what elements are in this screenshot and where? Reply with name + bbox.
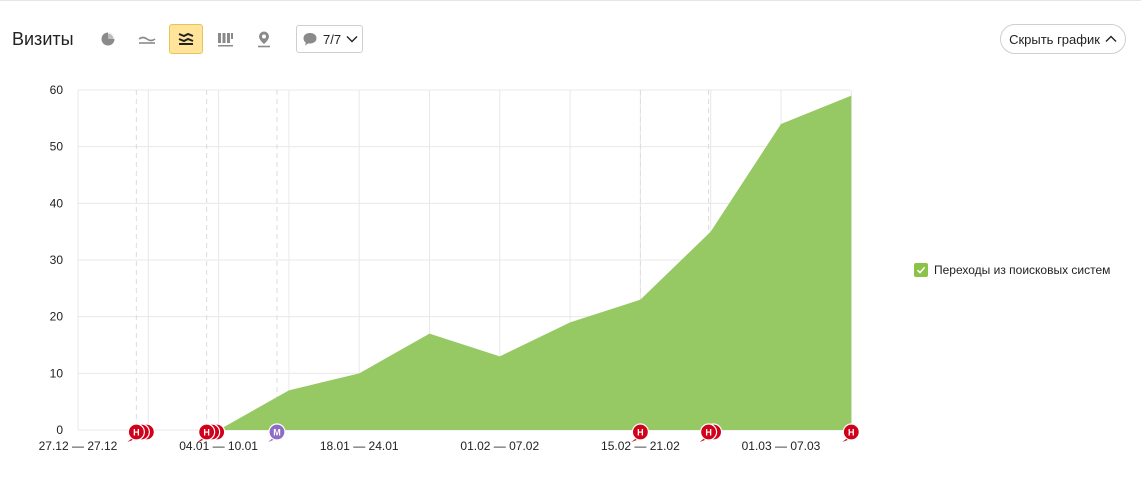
x-tick-label: 15.02 — 21.02 [601, 439, 680, 453]
data-point [849, 94, 853, 98]
annotation-letter: М [273, 428, 281, 438]
annotation-bubble [127, 423, 145, 441]
legend-item[interactable]: Переходы из поисковых систем [914, 263, 1110, 277]
legend-label: Переходы из поисковых систем [934, 263, 1111, 277]
y-tick-label: 50 [50, 140, 64, 154]
chevron-up-icon [1105, 35, 1117, 42]
annotation-letter: Н [705, 428, 712, 438]
top-divider [0, 0, 1141, 1]
line-chart-button[interactable] [130, 24, 164, 54]
pie-chart-button[interactable] [91, 24, 125, 54]
bar-chart-button[interactable] [208, 24, 242, 54]
line-chart-icon [138, 36, 156, 44]
page-title: Визиты [12, 29, 74, 49]
data-point [287, 388, 291, 392]
data-point [709, 230, 713, 234]
y-tick-label: 0 [56, 423, 63, 437]
data-point [638, 298, 642, 302]
x-tick-label: 01.02 — 07.02 [460, 439, 539, 453]
annotation-marker: Н [842, 423, 860, 442]
annotation-letter: Н [203, 428, 210, 438]
chart-series-area [76, 94, 853, 432]
annotation-bubble [842, 423, 860, 441]
hide-chart-label: Скрыть график [1009, 31, 1100, 47]
annotation-marker: М [267, 423, 286, 442]
comment-icon [303, 33, 317, 46]
annotation-marker: Н [127, 423, 155, 442]
area-chart-button[interactable] [169, 24, 203, 54]
hide-chart-button[interactable]: Скрыть график [1000, 24, 1126, 54]
data-point [428, 332, 432, 336]
y-tick-label: 10 [50, 366, 64, 380]
annotation-bubble [699, 423, 718, 441]
y-tick-label: 30 [50, 253, 64, 267]
pie-chart-icon [101, 32, 115, 46]
data-point [779, 122, 783, 126]
x-tick-label: 04.01 — 10.01 [179, 439, 258, 453]
checkmark-icon [916, 266, 926, 274]
x-tick-label: 18.01 — 24.01 [320, 439, 399, 453]
data-point [498, 354, 502, 358]
map-pin-icon [258, 31, 270, 48]
annotation-letter: Н [637, 428, 644, 438]
area-chart-icon [178, 32, 194, 45]
annotation-marker: Н [699, 423, 723, 442]
annotation-marker: Н [631, 423, 650, 442]
map-button[interactable] [247, 24, 281, 54]
y-tick-label: 20 [50, 310, 64, 324]
chart-axes: 0 10 20 30 40 50 60 27.12 — 27.12 04.01 — 10.01 1… [39, 83, 821, 453]
data-point [76, 428, 80, 432]
annotations-dropdown[interactable]: 7/7 [296, 25, 363, 53]
x-tick-label: 27.12 — 27.12 [39, 439, 118, 453]
y-tick-label: 40 [50, 196, 64, 210]
chart-header: Визиты [0, 22, 1141, 56]
annotation-bubble [198, 423, 216, 441]
annotation-letter: Н [133, 428, 140, 438]
annotation-bubble [268, 423, 286, 441]
chevron-down-icon [346, 36, 358, 43]
x-tick-label: 01.03 — 07.03 [742, 439, 821, 453]
annotation-letter: Н [848, 428, 855, 438]
annotation-bubble [631, 423, 650, 441]
legend-checkbox[interactable] [914, 263, 928, 277]
annotation-marker: Н [197, 423, 226, 442]
annotations-count: 7/7 [323, 31, 342, 47]
bar-chart-icon [218, 33, 233, 47]
data-point [568, 320, 572, 324]
series-area [78, 95, 852, 431]
y-tick-label: 60 [50, 83, 64, 97]
data-point [357, 371, 361, 375]
chart-grid [77, 89, 852, 431]
